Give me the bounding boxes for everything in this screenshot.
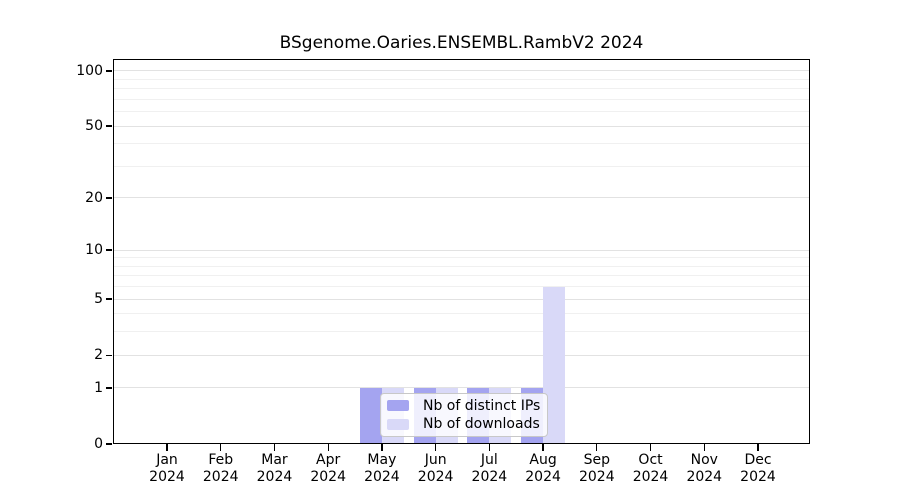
x-axis-tick: [542, 444, 544, 451]
x-axis-tick: [381, 444, 383, 451]
y-axis-tick: [105, 443, 112, 445]
y-axis-tick-label: 100: [76, 62, 103, 79]
x-axis-tick-label: Mar 2024: [256, 452, 293, 485]
gridline-major: [113, 249, 810, 251]
y-axis-tick-label: 2: [94, 347, 103, 364]
x-axis-tick-label: May 2024: [364, 452, 400, 485]
x-axis-tick: [488, 444, 490, 451]
plot-area: [113, 59, 810, 444]
gridline-minor: [113, 265, 810, 267]
gridline-major: [113, 125, 810, 127]
y-axis-tick: [105, 354, 112, 356]
legend-label-distinct-ips: Nb of distinct IPs: [423, 397, 541, 414]
x-axis-tick-label: Nov 2024: [686, 452, 723, 485]
gridline-minor: [113, 143, 810, 145]
x-axis-tick: [757, 444, 759, 451]
x-axis-tick: [596, 444, 598, 451]
legend-swatch-distinct-ips-icon: [387, 400, 409, 412]
gridline-major: [113, 70, 810, 72]
y-axis-tick: [105, 125, 112, 127]
y-axis-tick-label: 20: [85, 189, 103, 206]
gridline-minor: [113, 257, 810, 259]
x-axis-tick: [703, 444, 705, 451]
gridline-minor: [113, 286, 810, 288]
x-axis-tick: [220, 444, 222, 451]
gridline-minor: [113, 331, 810, 333]
y-axis-tick: [105, 70, 112, 72]
y-axis-tick: [105, 197, 112, 199]
legend-label-downloads: Nb of downloads: [423, 416, 540, 433]
gridline-minor: [113, 88, 810, 90]
x-axis-tick: [327, 444, 329, 451]
chart-title: BSgenome.Oaries.ENSEMBL.RambV2 2024: [279, 33, 644, 53]
bar-distinct-ips-may: [359, 387, 382, 444]
gridline-major: [113, 197, 810, 199]
gridline-major: [113, 298, 810, 300]
x-axis-tick: [434, 444, 437, 451]
x-axis-tick-label: Jul 2024: [471, 452, 508, 485]
legend-item-downloads: Nb of downloads: [387, 415, 543, 433]
legend: Nb of distinct IPs Nb of downloads: [380, 393, 548, 437]
x-axis-tick: [166, 444, 168, 451]
gridline-minor: [113, 98, 810, 100]
x-axis-tick-label: Aug 2024: [525, 452, 561, 485]
gridline-minor: [113, 111, 810, 113]
gridline-minor: [113, 275, 810, 277]
gridline-minor: [113, 313, 810, 315]
gridline-minor: [113, 165, 810, 167]
legend-item-distinct-ips: Nb of distinct IPs: [387, 397, 543, 415]
x-axis-tick-label: Sep 2024: [578, 452, 615, 485]
y-axis-tick-label: 50: [85, 118, 103, 135]
y-axis-tick-label: 10: [85, 242, 103, 259]
y-axis-tick-label: 0: [94, 436, 103, 452]
y-axis-tick: [105, 298, 112, 300]
x-axis-tick-label: Dec 2024: [740, 452, 776, 485]
x-axis-tick-label: Feb 2024: [202, 452, 239, 485]
x-axis-tick-label: Apr 2024: [310, 452, 346, 485]
y-axis-tick: [105, 387, 112, 389]
x-axis-tick: [649, 444, 652, 451]
y-axis-tick-label: 1: [94, 379, 103, 396]
bar-downloads-aug: [543, 286, 566, 444]
x-axis-tick-label: Jan 2024: [149, 452, 185, 485]
y-axis-tick: [105, 249, 112, 251]
gridline-minor: [113, 78, 810, 80]
x-axis-tick-label: Oct 2024: [632, 452, 669, 485]
legend-swatch-downloads-icon: [387, 418, 409, 430]
x-axis-tick: [273, 444, 276, 451]
gridline-major: [113, 354, 810, 356]
y-axis-tick-label: 5: [94, 291, 103, 308]
gridline-major: [113, 387, 810, 389]
x-axis-tick-label: Jun 2024: [417, 452, 454, 485]
